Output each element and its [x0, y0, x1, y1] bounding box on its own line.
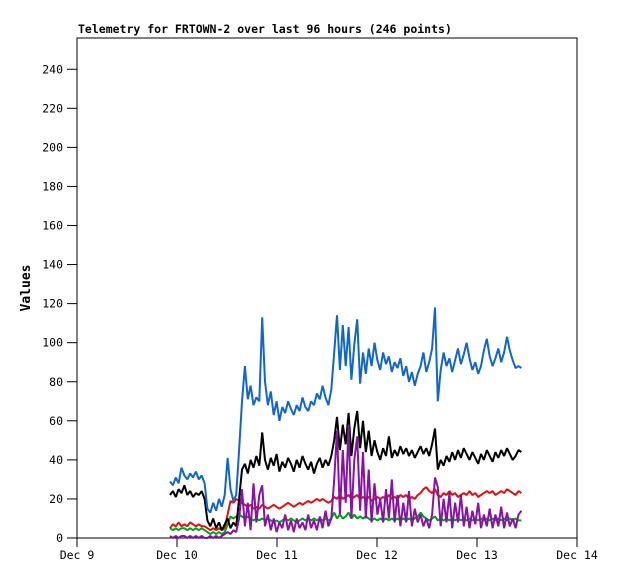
x-tick-label: Dec 10: [156, 548, 198, 562]
plot-series: [169, 307, 523, 539]
y-tick-label: 20: [49, 492, 63, 506]
y-tick-label: 220: [42, 101, 63, 115]
y-axis-ticks: 0 20 40 60 80 100 120 140 160 180 200 220 240: [42, 62, 77, 545]
chart-title: Telemetry for FRTOWN-2 over last 96 hour…: [78, 22, 452, 36]
y-tick-label: 100: [42, 336, 63, 350]
series-blue-line: [169, 307, 522, 514]
x-tick-label: Dec 13: [456, 548, 498, 562]
series-black-line: [169, 410, 522, 531]
y-axis-title: Values: [19, 265, 34, 312]
y-tick-label: 120: [42, 297, 63, 311]
y-tick-label: 60: [49, 414, 63, 428]
series-purple-line: [169, 424, 523, 539]
y-tick-label: 40: [49, 453, 63, 467]
y-tick-label: 80: [49, 375, 63, 389]
plot-border: [76, 37, 578, 539]
x-tick-label: Dec 14: [556, 548, 598, 562]
y-tick-label: 200: [42, 140, 63, 154]
y-tick-label: 140: [42, 258, 63, 272]
y-tick-label: 240: [42, 62, 63, 76]
x-tick-label: Dec 12: [356, 548, 398, 562]
y-tick-label: 180: [42, 179, 63, 193]
x-axis-ticks: Dec 9 Dec 10 Dec 11 Dec 12 Dec 13 Dec 14: [60, 538, 598, 562]
x-tick-label: Dec 9: [60, 548, 95, 562]
y-tick-label: 0: [56, 531, 63, 545]
x-tick-label: Dec 11: [256, 548, 298, 562]
y-tick-label: 160: [42, 219, 63, 233]
